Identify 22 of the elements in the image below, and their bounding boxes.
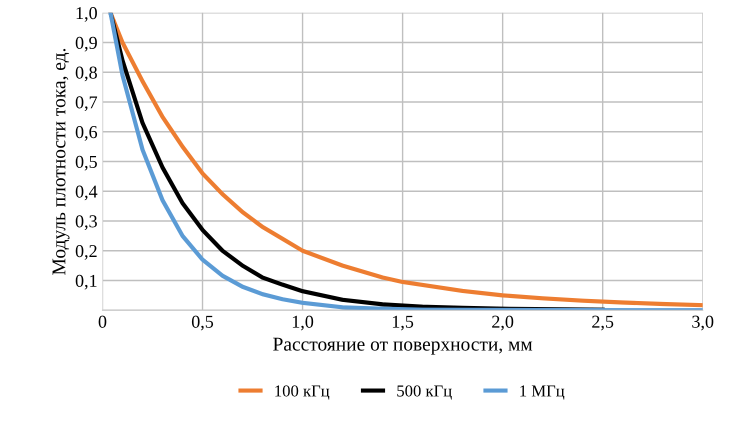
y-tick-label: 0,4 xyxy=(76,186,98,200)
y-tick-label: 0,8 xyxy=(76,66,97,82)
x-tick-label: 1,0 xyxy=(292,316,314,330)
y-tick-label: 0,9 xyxy=(76,36,97,52)
legend-label: 1 МГц xyxy=(520,385,564,400)
y-axis-title: Модуль плотности тока, ед. xyxy=(52,48,70,275)
legend-label: 100 кГц xyxy=(275,385,330,400)
y-tick-label: 0,5 xyxy=(76,156,97,171)
legend-label: 500 кГц xyxy=(397,385,452,400)
x-tick-label: 0,5 xyxy=(192,316,214,330)
x-tick-label: 1,5 xyxy=(392,316,414,330)
y-tick-label: 0,2 xyxy=(76,245,97,260)
y-tick-label: 0,1 xyxy=(76,274,97,290)
y-tick-label: 1,0 xyxy=(76,7,97,22)
x-tick-label: 3,0 xyxy=(692,316,714,330)
x-tick-label: 2,5 xyxy=(592,316,614,330)
x-axis-title: Расстояние от поверхности, мм xyxy=(273,338,532,355)
y-tick-label: 0,3 xyxy=(76,215,97,230)
y-tick-label: 0,6 xyxy=(76,126,98,141)
x-tick-label: 0 xyxy=(98,316,106,328)
y-tick-label: 0,7 xyxy=(76,96,98,112)
x-tick-label: 2,0 xyxy=(492,316,514,330)
